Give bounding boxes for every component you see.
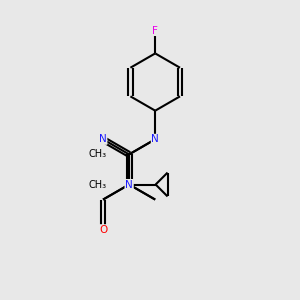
Text: O: O: [99, 225, 107, 235]
Text: F: F: [152, 26, 158, 35]
Text: N: N: [151, 134, 159, 144]
Text: N: N: [99, 134, 107, 144]
Text: CH₃: CH₃: [88, 149, 106, 159]
Text: CH₃: CH₃: [88, 179, 106, 190]
Text: N: N: [125, 179, 133, 190]
Text: N: N: [125, 179, 133, 190]
